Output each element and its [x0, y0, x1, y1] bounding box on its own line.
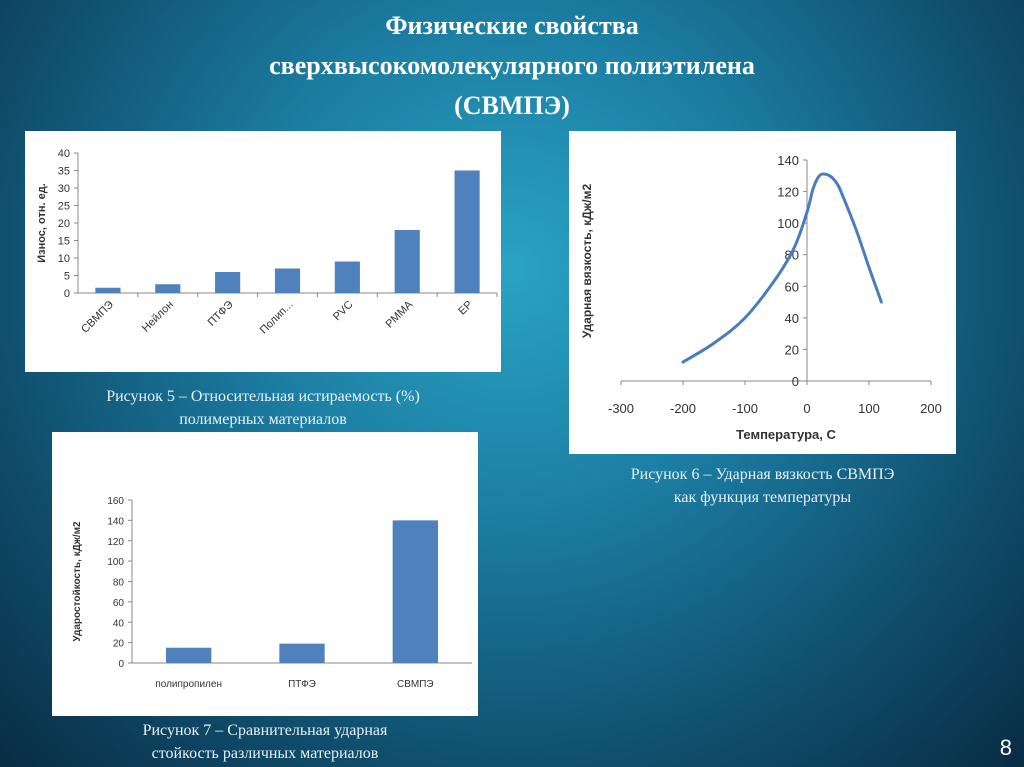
fig6-y-tick-label: 20: [785, 342, 799, 357]
fig6-x-tick-label: -200: [670, 401, 696, 416]
fig7-caption-line-1: Рисунок 7 – Сравнительная ударная: [142, 722, 388, 739]
fig6-y-tick-label: 120: [777, 185, 799, 200]
fig6-series-line: [681, 172, 883, 364]
fig6-y-tick-label: 40: [785, 311, 799, 326]
fig6-caption-line-1: Рисунок 6 – Ударная вязкость СВМПЭ: [630, 466, 895, 483]
fig7-y-tick-label: 100: [107, 557, 124, 568]
fig7-y-tick-label: 120: [107, 537, 124, 548]
fig6-panel: -300 -200 -100 0 100 200 0 20 40 60 80 100 120 140 Тем…: [569, 131, 956, 454]
fig6-caption: Рисунок 6 – Ударная вязкость СВМПЭ как ф…: [569, 463, 956, 509]
fig6-caption-line-2: как функция температуры: [673, 489, 852, 506]
fig5-y-tick-label: 40: [58, 148, 70, 160]
fig7-y-tick-label: 80: [113, 578, 125, 589]
page-number: 8: [999, 735, 1012, 760]
fig5-bar: [394, 230, 420, 293]
fig5-y-tick-label: 30: [58, 183, 70, 195]
fig5-y-tick-label: 5: [64, 271, 70, 283]
fig5-category-label: СВМПЭ: [79, 299, 116, 336]
fig6-y-tick-label: 0: [792, 374, 799, 389]
fig5-y-tick-label: 0: [64, 288, 70, 300]
fig5-category-label: PMMA: [384, 298, 416, 330]
fig5-category-label: PVC: [331, 299, 356, 324]
fig7-caption: Рисунок 7 – Сравнительная ударная стойко…: [52, 719, 478, 765]
title-line-3: (СВМПЭ): [454, 91, 570, 120]
fig5-y-tick-label: 10: [58, 253, 70, 265]
fig5-bar: [95, 287, 121, 293]
fig7-bar: [279, 643, 325, 663]
fig5-chart: 0 5 10 15 20 25 30 35 40 СВМПЭ Нейлон ПТФЭ Полип... P…: [36, 148, 498, 337]
fig6-x-tick-label: 100: [858, 401, 880, 416]
fig5-y-tick-label: 35: [58, 166, 70, 178]
fig5-bar: [215, 272, 241, 293]
fig7-bar: [166, 647, 212, 663]
fig6-x-tick-label: -300: [608, 401, 634, 416]
fig7-category-label: полипропилен: [155, 679, 222, 690]
fig6-x-axis-label: Температура, С: [736, 427, 836, 442]
fig5-bar: [334, 261, 360, 293]
fig5-category-label: ПТФЭ: [206, 299, 236, 329]
fig7-y-tick-label: 160: [107, 496, 124, 507]
fig7-category-label: ПТФЭ: [288, 679, 316, 690]
fig5-y-tick-label: 15: [58, 236, 70, 248]
fig5-category-label: Нейлон: [140, 299, 176, 335]
title-line-1: Физические свойства: [385, 11, 639, 40]
fig5-y-tick-label: 20: [58, 218, 70, 230]
fig7-y-tick-label: 0: [118, 659, 124, 670]
fig5-y-tick-label: 25: [58, 201, 70, 213]
fig5-bar: [155, 284, 181, 293]
title-line-2: сверхвысокомолекулярного полиэтилена: [269, 51, 755, 80]
fig6-y-axis-label: Ударная вязкость, кДж/м2: [580, 184, 594, 339]
fig5-category-label: EP: [456, 299, 475, 318]
fig6-y-tick-label: 60: [785, 279, 799, 294]
fig5-panel: 0 5 10 15 20 25 30 35 40 СВМПЭ Нейлон ПТФЭ Полип... P…: [25, 131, 501, 372]
fig5-y-axis-label: Износ, отн. ед.: [36, 183, 48, 263]
fig6-x-tick-label: 200: [920, 401, 942, 416]
fig5-caption-line-2: полимерных материалов: [179, 411, 347, 428]
fig7-y-tick-label: 20: [113, 639, 125, 650]
fig6-chart: -300 -200 -100 0 100 200020406080100120140Тем…: [580, 153, 942, 442]
fig7-panel: 0 20 40 60 80 100 120 140 160 полипропилен ПТФЭ СВМ…: [52, 432, 478, 716]
fig6-x-tick-label: 0: [803, 401, 810, 416]
fig5-bar: [454, 170, 480, 293]
fig7-bar: [392, 520, 438, 663]
fig5-caption: Рисунок 5 – Относительная истираемость (…: [25, 385, 501, 431]
fig6-x-tick-label: -100: [732, 401, 758, 416]
fig7-y-axis-label: Ударостойкость, кДж/м2: [72, 521, 83, 642]
fig6-y-tick-label: 140: [777, 153, 799, 168]
fig6-y-tick-label: 100: [777, 216, 799, 231]
slide-title: Физические свойства сверхвысокомолекуляр…: [0, 6, 1024, 126]
fig5-category-label: Полип...: [258, 299, 296, 337]
fig7-y-tick-label: 40: [113, 618, 125, 629]
fig7-y-tick-label: 60: [113, 598, 125, 609]
fig7-y-tick-label: 140: [107, 516, 124, 527]
fig5-caption-line-1: Рисунок 5 – Относительная истираемость (…: [106, 388, 420, 405]
fig7-chart: 0 20 40 60 80 100 120 140 160 полипропилен ПТФЭ СВМ…: [72, 496, 472, 690]
fig5-bar: [274, 268, 301, 293]
fig7-category-label: СВМПЭ: [397, 679, 434, 690]
fig7-caption-line-2: стойкость различных материалов: [151, 745, 379, 762]
